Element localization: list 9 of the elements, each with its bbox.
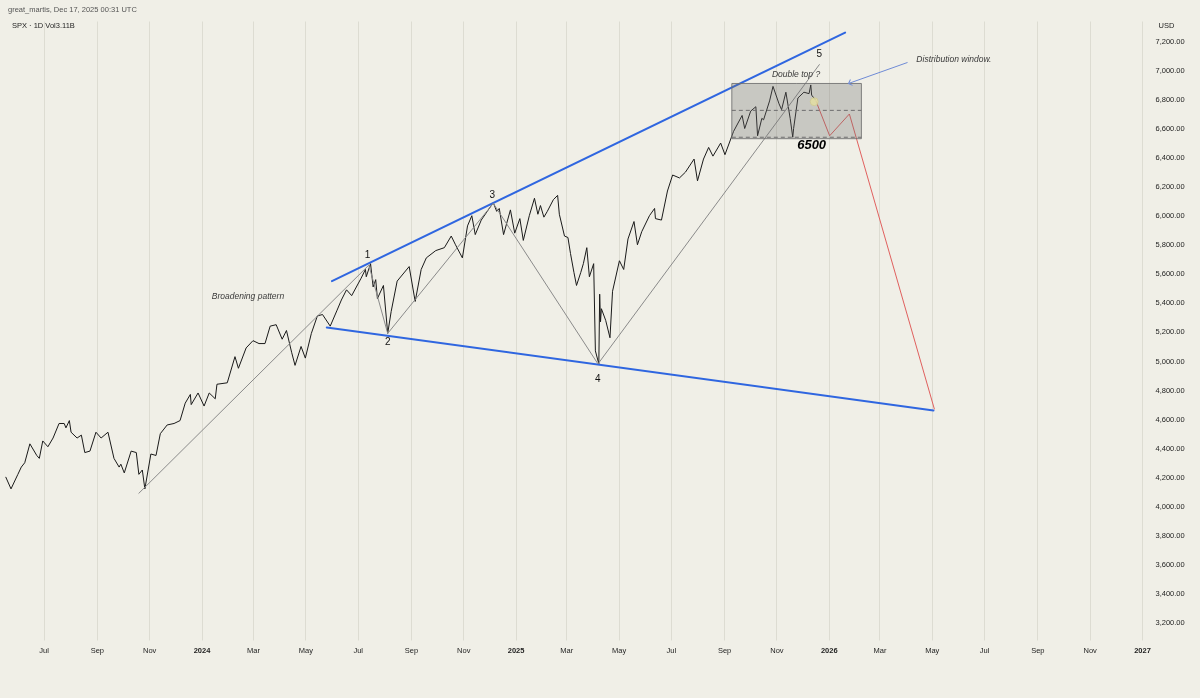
annotation: 4 (595, 372, 602, 384)
annotation: Distribution window. (916, 54, 992, 65)
annotation: Double top ? (771, 69, 821, 79)
annotation: 6500 (797, 136, 827, 152)
annotation: 1 (364, 248, 371, 260)
annotation: 5 (816, 47, 823, 59)
annotation: Broadening pattern (211, 291, 285, 301)
annotation: 3 (489, 188, 496, 200)
annotation: 2 (384, 336, 391, 348)
